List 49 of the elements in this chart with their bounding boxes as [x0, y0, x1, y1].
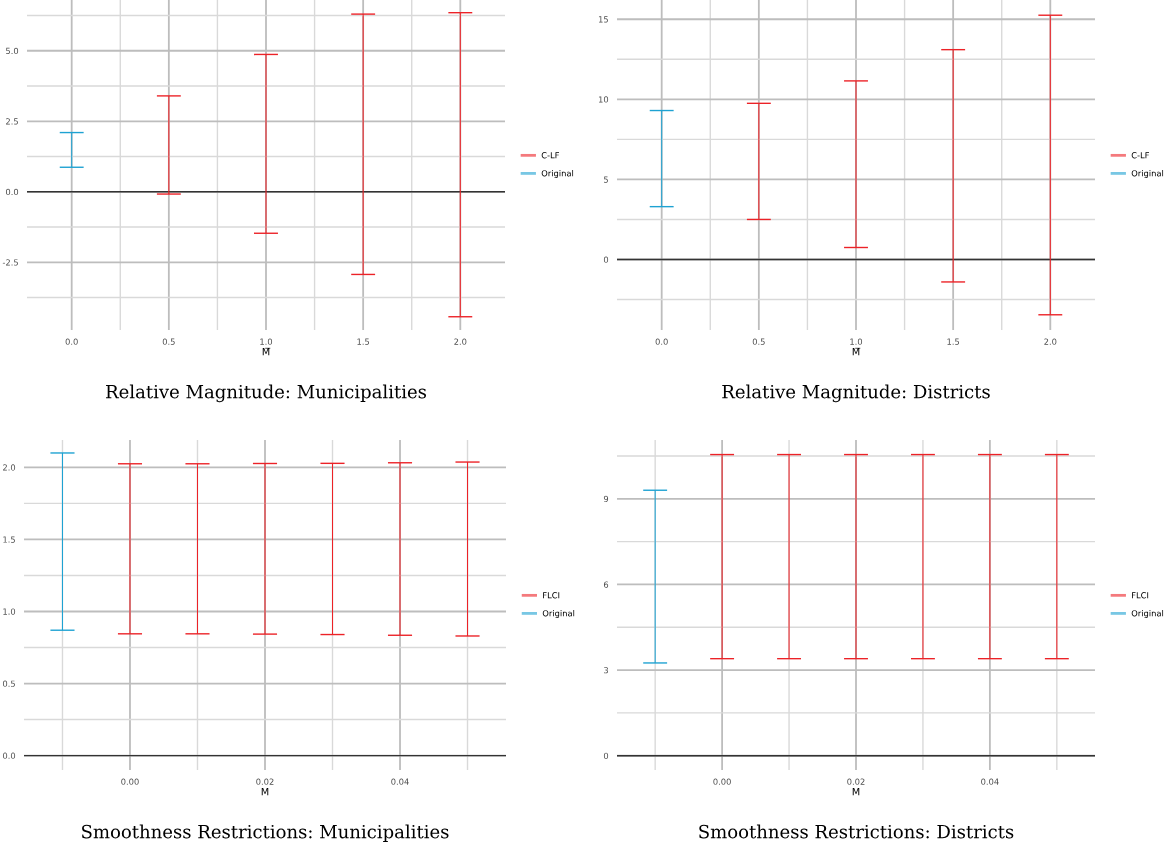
x-tick-label: 1.0 [260, 338, 273, 345]
x-tick-label: 1.5 [947, 338, 960, 345]
y-tick-label: 15 [598, 16, 608, 23]
text: Smoothness Restrictions: Districts [699, 824, 1014, 839]
legend-label: Original [1131, 610, 1164, 619]
legend-label: FLCI [1132, 592, 1149, 599]
legend-label: Original [541, 170, 574, 179]
y-tick-label: 5 [604, 176, 608, 183]
y-tick-label: -2.5 [2, 259, 18, 266]
x-tick-label: 0.04 [391, 778, 409, 785]
x-tick-label: 2.0 [1044, 338, 1057, 345]
y-tick-label: 5.0 [6, 47, 19, 55]
y-tick-label: 1.0 [3, 608, 16, 615]
y-tick-label: 2.0 [3, 464, 16, 471]
y-tick-label: 0.0 [2, 752, 16, 759]
x-tick-label: 2.0 [454, 338, 467, 345]
y-tick-label: 0 [603, 752, 609, 760]
legend-label: C-LF [1131, 152, 1149, 159]
legend-label: Original [1131, 170, 1164, 179]
text: Relative Magnitude: Districts [722, 384, 990, 403]
y-tick-label: 6 [603, 581, 609, 588]
x-axis-title: M̅ [852, 347, 861, 356]
x-tick-label: 0.02 [256, 778, 274, 785]
x-tick-label: 0.00 [121, 778, 139, 785]
legend-label: FLCI [543, 592, 560, 599]
legend-label: Original [542, 610, 575, 619]
x-axis-title: M [852, 788, 860, 796]
y-tick-label: 9 [603, 495, 609, 503]
x-tick-label: 0.5 [752, 338, 765, 345]
y-tick-label: 3 [604, 667, 608, 674]
y-tick-label: 1.5 [3, 536, 15, 543]
text: Relative Magnitude: Municipalities [106, 384, 427, 403]
legend-label: C-LF [541, 152, 559, 159]
x-tick-label: 0.0 [65, 338, 78, 345]
x-axis-title: M [261, 788, 269, 796]
x-tick-label: 1.5 [357, 338, 370, 345]
x-tick-label: 0.5 [162, 338, 175, 345]
y-tick-label: 0 [603, 256, 609, 263]
x-tick-label: 0.0 [655, 338, 668, 345]
y-tick-label: 0.5 [2, 680, 15, 687]
y-tick-label: 0.0 [5, 188, 19, 196]
x-tick-label: 0.00 [713, 778, 731, 785]
y-tick-label: 2.5 [6, 118, 18, 125]
x-tick-label: 1.0 [850, 338, 863, 345]
text: Smoothness Restrictions: Municipalities [82, 824, 449, 842]
x-axis-title: M̅ [262, 347, 271, 356]
x-tick-label: 0.02 [847, 778, 865, 785]
y-tick-label: 10 [598, 96, 609, 103]
x-tick-label: 0.04 [981, 778, 999, 785]
